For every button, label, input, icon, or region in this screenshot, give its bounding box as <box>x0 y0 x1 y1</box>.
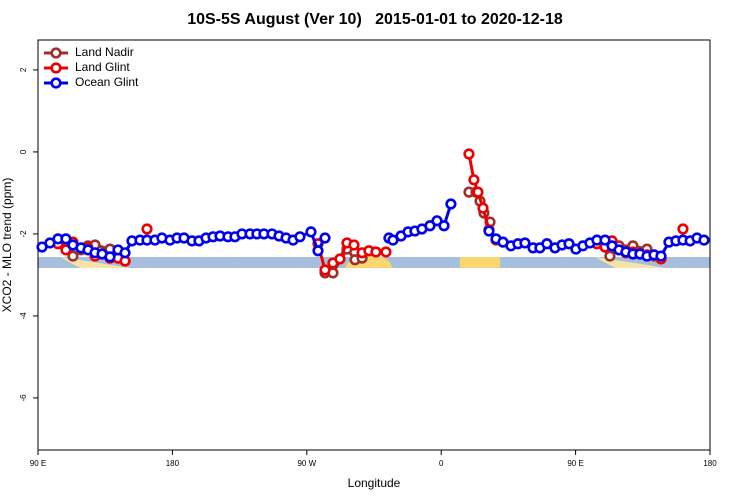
land-patch <box>60 257 130 268</box>
data-point <box>334 253 346 265</box>
data-point <box>655 250 667 262</box>
y-tick-label: 0 <box>19 149 28 154</box>
data-point <box>319 264 331 276</box>
data-point <box>141 223 153 235</box>
data-point <box>67 250 79 262</box>
data-point <box>380 246 392 258</box>
data-point <box>294 231 306 243</box>
legend-label: Land Glint <box>75 60 130 74</box>
data-point <box>104 251 116 263</box>
y-axis-title: XCO2 - MLO trend (ppm) <box>0 178 14 313</box>
data-point <box>370 246 382 258</box>
y-tick-label: -6 <box>19 394 28 402</box>
data-point <box>477 202 489 214</box>
data-point <box>348 239 360 251</box>
data-point <box>604 250 616 262</box>
data-point <box>472 186 484 198</box>
data-point <box>438 220 450 232</box>
land-patch <box>460 257 500 268</box>
y-tick-label: -4 <box>19 312 28 320</box>
x-tick-label: 90 E <box>567 459 583 468</box>
data-point <box>483 225 495 237</box>
data-point <box>698 234 710 246</box>
legend-label: Ocean Glint <box>75 75 139 89</box>
data-point <box>319 232 331 244</box>
y-tick-label: 2 <box>19 67 28 72</box>
y-tick-label: -2 <box>19 230 28 238</box>
x-tick-label: 180 <box>166 459 180 468</box>
data-point <box>60 244 72 256</box>
x-tick-label: 180 <box>703 459 717 468</box>
data-point <box>431 215 443 227</box>
chart-title: 10S-5S August (Ver 10) 2015-01-01 to 202… <box>187 11 563 28</box>
x-axis-title: Longitude <box>348 476 401 490</box>
x-tick-label: 90 E <box>30 459 46 468</box>
legend-label: Land Nadir <box>75 45 134 59</box>
x-tick-label: 0 <box>439 459 444 468</box>
data-point <box>677 223 689 235</box>
legend-marker <box>50 62 62 74</box>
data-point <box>519 237 531 249</box>
data-point <box>563 238 575 250</box>
data-point <box>305 226 317 238</box>
data-point <box>60 233 72 245</box>
data-point <box>468 174 480 186</box>
data-point <box>424 220 436 232</box>
data-point <box>119 247 131 259</box>
data-point <box>312 245 324 257</box>
legend-marker <box>50 47 62 59</box>
data-point <box>445 198 457 210</box>
x-tick-label: 90 W <box>297 459 316 468</box>
data-point <box>463 148 475 160</box>
data-point <box>599 234 611 246</box>
legend-marker <box>50 77 62 89</box>
